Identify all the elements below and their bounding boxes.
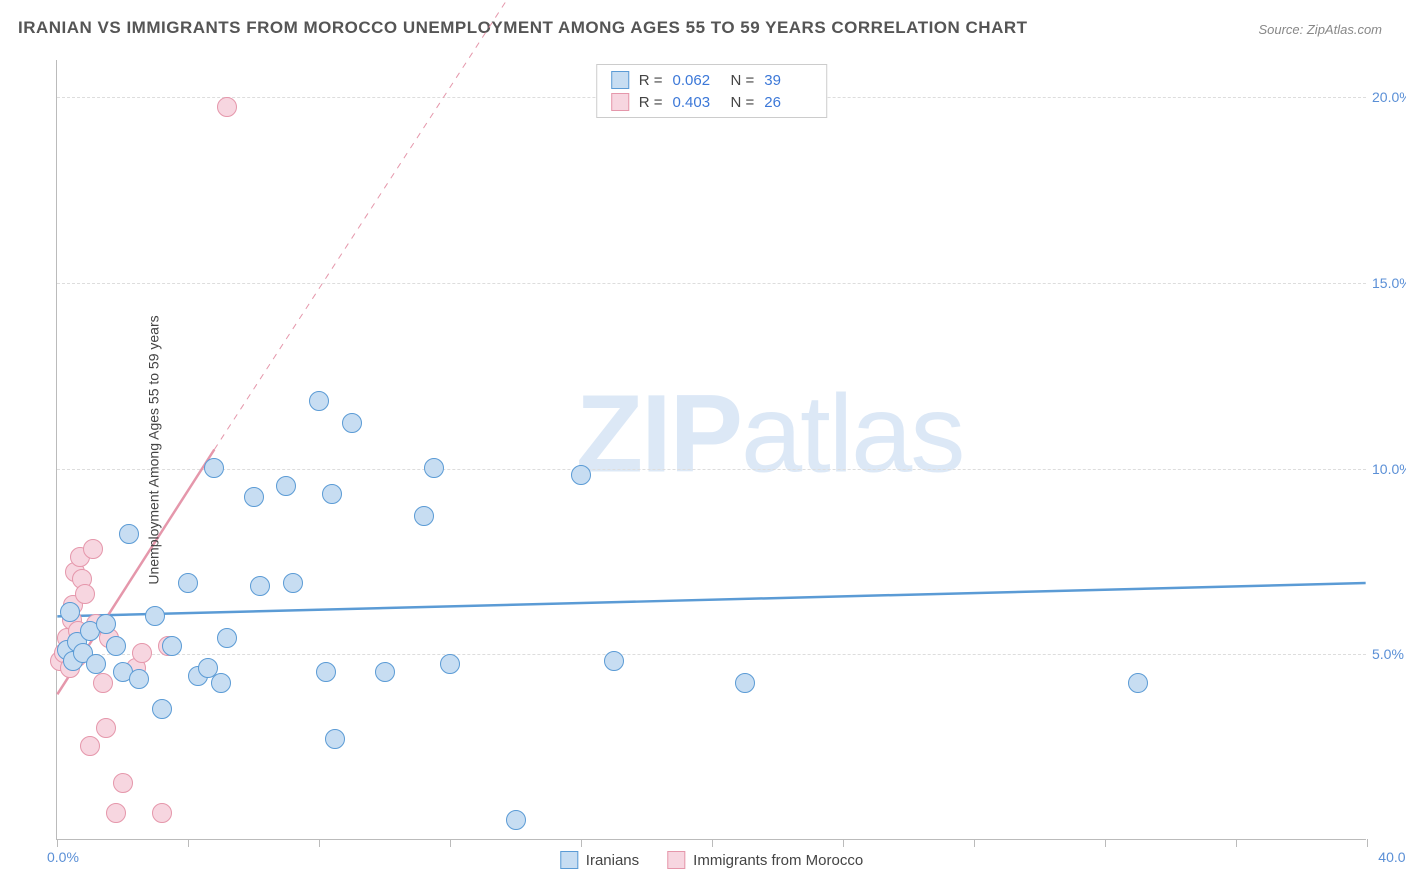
y-tick-label: 5.0% bbox=[1372, 646, 1406, 662]
y-tick-label: 15.0% bbox=[1372, 275, 1406, 291]
x-tick bbox=[450, 839, 451, 847]
legend-item-morocco: Immigrants from Morocco bbox=[667, 851, 863, 869]
swatch-morocco bbox=[611, 93, 629, 111]
bottom-legend: Iranians Immigrants from Morocco bbox=[560, 851, 863, 869]
r-label: R = bbox=[639, 94, 663, 111]
data-point bbox=[316, 662, 336, 682]
data-point bbox=[283, 573, 303, 593]
data-point bbox=[211, 673, 231, 693]
data-point bbox=[735, 673, 755, 693]
watermark-bold: ZIP bbox=[576, 372, 741, 495]
data-point bbox=[86, 654, 106, 674]
data-point bbox=[204, 458, 224, 478]
data-point bbox=[414, 506, 434, 526]
data-point bbox=[145, 606, 165, 626]
stats-box: R = 0.062 N = 39 R = 0.403 N = 26 bbox=[596, 64, 828, 118]
data-point bbox=[571, 465, 591, 485]
y-tick-label: 10.0% bbox=[1372, 461, 1406, 477]
x-tick bbox=[319, 839, 320, 847]
data-point bbox=[152, 803, 172, 823]
data-point bbox=[1128, 673, 1148, 693]
n-label: N = bbox=[731, 72, 755, 89]
data-point bbox=[93, 673, 113, 693]
x-tick bbox=[57, 839, 58, 847]
legend-label-morocco: Immigrants from Morocco bbox=[693, 852, 863, 869]
x-tick bbox=[712, 839, 713, 847]
x-tick bbox=[581, 839, 582, 847]
data-point bbox=[375, 662, 395, 682]
data-point bbox=[506, 810, 526, 830]
x-max-label: 40.0% bbox=[1378, 849, 1406, 865]
data-point bbox=[440, 654, 460, 674]
data-point bbox=[162, 636, 182, 656]
data-point bbox=[424, 458, 444, 478]
gridline bbox=[57, 654, 1366, 655]
legend-swatch-morocco bbox=[667, 851, 685, 869]
legend-item-iranians: Iranians bbox=[560, 851, 639, 869]
r-value-morocco: 0.403 bbox=[673, 94, 721, 111]
x-tick bbox=[1367, 839, 1368, 847]
data-point bbox=[244, 487, 264, 507]
data-point bbox=[75, 584, 95, 604]
data-point bbox=[132, 643, 152, 663]
data-point bbox=[325, 729, 345, 749]
n-value-morocco: 26 bbox=[764, 94, 812, 111]
data-point bbox=[106, 803, 126, 823]
stats-row-iranians: R = 0.062 N = 39 bbox=[611, 69, 813, 91]
x-tick bbox=[188, 839, 189, 847]
data-point bbox=[604, 651, 624, 671]
data-point bbox=[178, 573, 198, 593]
data-point bbox=[119, 524, 139, 544]
source-label: Source: ZipAtlas.com bbox=[1258, 22, 1382, 37]
data-point bbox=[96, 614, 116, 634]
x-origin-label: 0.0% bbox=[47, 849, 79, 865]
swatch-iranians bbox=[611, 71, 629, 89]
data-point bbox=[276, 476, 296, 496]
watermark: ZIPatlas bbox=[576, 370, 963, 497]
y-tick-label: 20.0% bbox=[1372, 89, 1406, 105]
data-point bbox=[152, 699, 172, 719]
legend-label-iranians: Iranians bbox=[586, 852, 639, 869]
data-point bbox=[60, 602, 80, 622]
x-tick bbox=[843, 839, 844, 847]
data-point bbox=[217, 628, 237, 648]
data-point bbox=[83, 539, 103, 559]
data-point bbox=[113, 773, 133, 793]
x-tick bbox=[974, 839, 975, 847]
data-point bbox=[106, 636, 126, 656]
chart-title: IRANIAN VS IMMIGRANTS FROM MOROCCO UNEMP… bbox=[18, 18, 1028, 38]
gridline bbox=[57, 283, 1366, 284]
plot-area: ZIPatlas 5.0%10.0%15.0%20.0% Unemploymen… bbox=[56, 60, 1366, 840]
trend-lines-svg bbox=[57, 60, 1366, 839]
watermark-rest: atlas bbox=[741, 372, 963, 495]
data-point bbox=[342, 413, 362, 433]
x-tick bbox=[1105, 839, 1106, 847]
r-value-iranians: 0.062 bbox=[673, 72, 721, 89]
data-point bbox=[129, 669, 149, 689]
trend-line bbox=[214, 0, 564, 450]
stats-row-morocco: R = 0.403 N = 26 bbox=[611, 91, 813, 113]
legend-swatch-iranians bbox=[560, 851, 578, 869]
x-tick bbox=[1236, 839, 1237, 847]
data-point bbox=[250, 576, 270, 596]
data-point bbox=[96, 718, 116, 738]
r-label: R = bbox=[639, 72, 663, 89]
data-point bbox=[309, 391, 329, 411]
n-label: N = bbox=[731, 94, 755, 111]
gridline bbox=[57, 469, 1366, 470]
data-point bbox=[217, 97, 237, 117]
data-point bbox=[80, 736, 100, 756]
n-value-iranians: 39 bbox=[764, 72, 812, 89]
y-axis-title: Unemployment Among Ages 55 to 59 years bbox=[146, 315, 162, 584]
data-point bbox=[322, 484, 342, 504]
